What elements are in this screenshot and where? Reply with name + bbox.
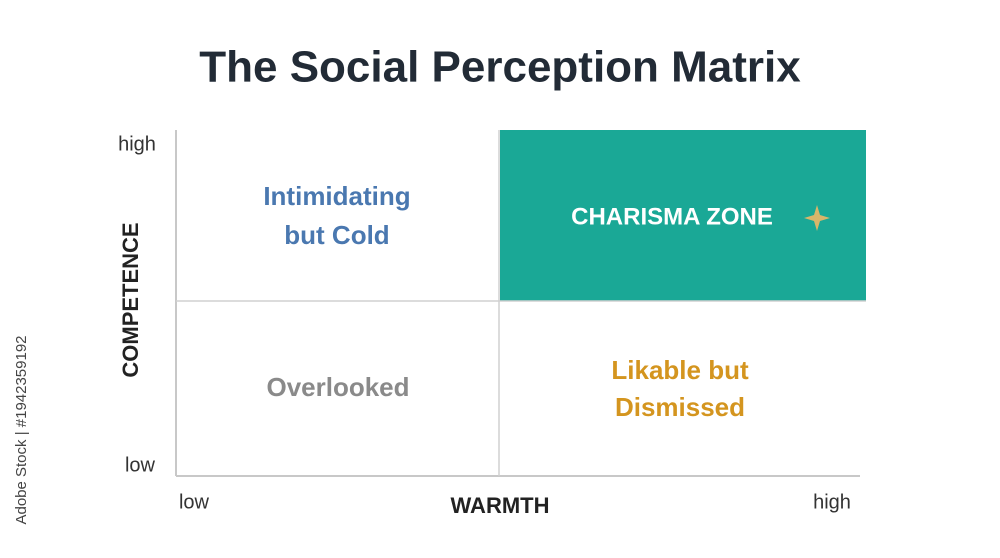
star-icon [804, 205, 830, 231]
y-axis-title: COMPETENCE [118, 222, 143, 377]
quadrant-label: CHARISMA ZONE [571, 203, 773, 230]
quadrant-label: Intimidating [263, 181, 410, 211]
charisma-zone-box [500, 130, 866, 301]
y-high-label: high [118, 133, 156, 155]
x-axis-title: WARMTH [451, 493, 550, 518]
quadrant-label: Likable but [611, 355, 749, 385]
quadrant-label: Dismissed [615, 392, 745, 422]
y-low-label: low [125, 454, 156, 476]
title: The Social Perception Matrix [199, 43, 801, 92]
x-high-label: high [813, 491, 851, 513]
quadrant-label: Overlooked [266, 372, 409, 402]
x-low-label: low [179, 491, 210, 513]
watermark: Adobe Stock | #1942359192 [13, 335, 30, 524]
quadrant-label: but Cold [284, 220, 389, 250]
